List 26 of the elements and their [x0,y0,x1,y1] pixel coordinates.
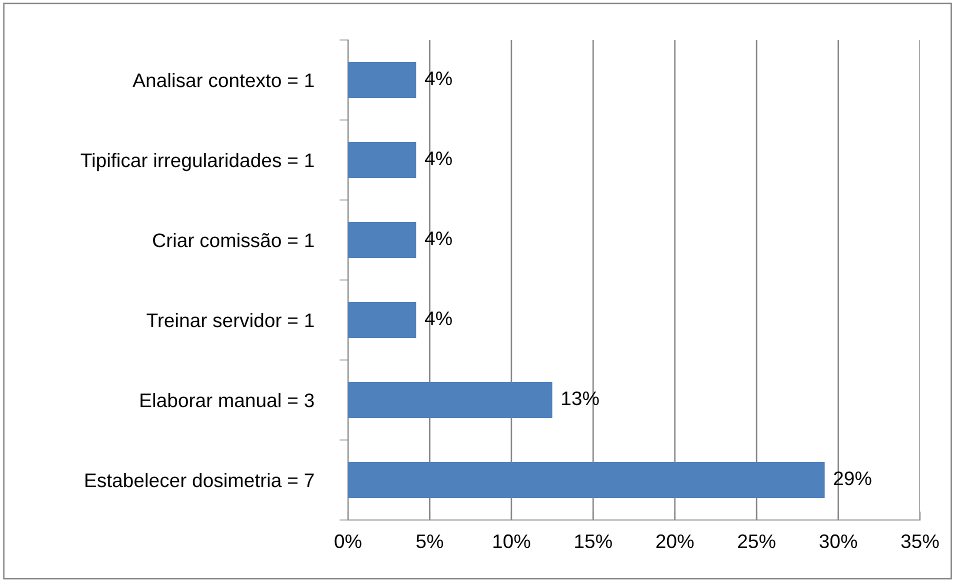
y-tick-label: Criar comissão = 1 [153,232,314,248]
x-tick-label: 15% [575,534,612,548]
y-tick-label: Analisar contexto = 1 [132,72,314,88]
bar [348,302,416,338]
bar [348,462,825,498]
data-label: 29% [834,471,872,486]
y-tick-label: Elaborar manual = 3 [140,392,314,408]
x-tick-label: 0% [334,534,362,548]
data-label: 4% [424,312,452,326]
y-tick-label: Estabelecer dosimetria = 7 [86,472,314,488]
bar [348,222,416,258]
x-tick-label: 10% [493,534,530,548]
y-tick-label: Treinar servidor = 1 [146,312,314,328]
x-tick-label: 25% [738,534,776,548]
x-tick-label: 30% [820,534,858,548]
x-tick-label: 35% [901,534,939,548]
y-tick-label: Tipificar irregularidades = 1 [80,152,314,172]
bar [348,62,416,98]
data-label: 4% [424,232,452,246]
data-label: 13% [562,391,599,406]
bar [348,382,552,418]
x-tick-label: 5% [416,534,444,548]
data-label: 4% [424,152,452,166]
data-label: 4% [424,72,452,86]
x-tick-label: 20% [656,534,694,548]
bar [348,142,416,178]
